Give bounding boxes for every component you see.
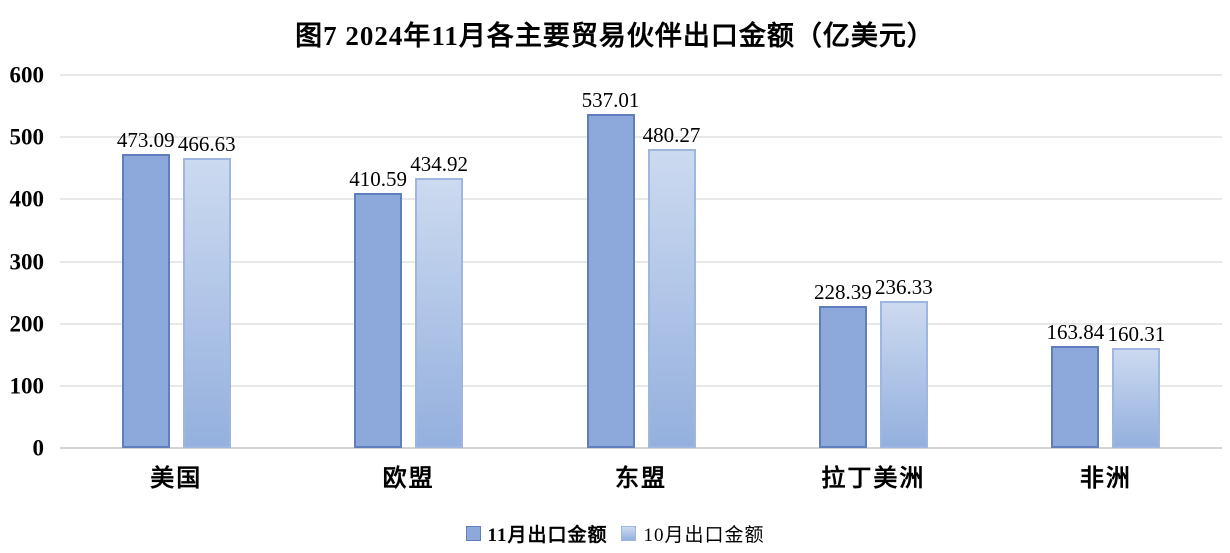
bar-group: 537.01 480.27 xyxy=(525,75,757,448)
legend-item-nov: 11月出口金额 xyxy=(465,520,608,547)
x-axis-category-label: 东盟 xyxy=(615,466,668,492)
legend-swatch xyxy=(465,526,481,541)
bar-value-label: 163.84 xyxy=(1046,320,1105,345)
bar-nov: 410.59 xyxy=(349,168,407,448)
bar-nov: 537.01 xyxy=(582,90,639,448)
y-axis-tick-label: 500 xyxy=(9,124,45,150)
bar-groups: 473.09 466.63 410.59 434.92 537.01 480.27 228.… xyxy=(60,75,1222,448)
bar-group: 228.39 236.33 xyxy=(757,75,989,448)
x-axis-category-label: 欧盟 xyxy=(382,466,435,492)
legend-swatch xyxy=(621,526,637,541)
bar-value-label: 537.01 xyxy=(581,88,640,113)
y-axis-tick-label: 100 xyxy=(9,373,45,399)
x-axis-line xyxy=(60,447,1222,449)
bar-nov: 473.09 xyxy=(117,129,175,448)
y-axis-tick-label: 400 xyxy=(9,186,45,212)
bar-value-label: 466.63 xyxy=(177,131,236,156)
bar-value-label: 480.27 xyxy=(642,123,701,148)
bar-oct: 480.27 xyxy=(643,125,700,448)
x-axis: 美国 欧盟 东盟 拉丁美洲 非洲 xyxy=(60,458,1222,493)
bar-oct: 236.33 xyxy=(875,277,933,448)
x-axis-category-label: 拉丁美洲 xyxy=(821,466,926,492)
bar-group: 410.59 434.92 xyxy=(292,75,524,448)
bar-value-label: 473.09 xyxy=(116,127,175,152)
gridline xyxy=(60,322,1222,325)
bar-value-label: 160.31 xyxy=(1107,322,1166,347)
gridline xyxy=(60,74,1222,76)
gridline xyxy=(60,198,1222,201)
legend-label: 10月出口金额 xyxy=(643,525,765,546)
chart-title: 图7 2024年11月各主要贸易伙伴出口金额（亿美元） xyxy=(295,21,935,51)
bar-value-label: 228.39 xyxy=(814,280,872,305)
bar-value-label: 434.92 xyxy=(410,151,468,176)
plot-area: 473.09 466.63 410.59 434.92 537.01 480.27 228.… xyxy=(60,74,1222,449)
bar-oct: 466.63 xyxy=(178,133,236,448)
bar-oct: 160.31 xyxy=(1107,324,1165,448)
x-axis-category-label: 美国 xyxy=(150,466,203,492)
bar-group: 473.09 466.63 xyxy=(60,75,292,448)
bar-nov: 228.39 xyxy=(814,282,872,448)
x-axis-category-label: 非洲 xyxy=(1079,466,1132,492)
legend-item-oct: 10月出口金额 xyxy=(621,520,764,547)
y-axis-tick-label: 0 xyxy=(32,435,45,461)
y-axis-tick-label: 200 xyxy=(9,311,45,337)
gridline xyxy=(60,384,1222,387)
y-axis-tick-label: 600 xyxy=(9,62,45,88)
bar-oct: 434.92 xyxy=(410,153,468,448)
bar-nov: 163.84 xyxy=(1046,322,1104,448)
bar-value-label: 410.59 xyxy=(349,166,407,191)
y-axis: 0 100 200 300 400 500 600 xyxy=(0,64,46,460)
legend-label: 11月出口金额 xyxy=(487,525,608,546)
gridlines xyxy=(60,74,1222,449)
gridline xyxy=(60,260,1222,263)
gridline xyxy=(60,136,1222,139)
y-axis-tick-label: 300 xyxy=(9,249,45,274)
bar-value-label: 236.33 xyxy=(875,275,933,300)
bar-group: 163.84 160.31 xyxy=(990,75,1222,448)
legend: 11月出口金额 10月出口金额 xyxy=(0,520,1230,547)
